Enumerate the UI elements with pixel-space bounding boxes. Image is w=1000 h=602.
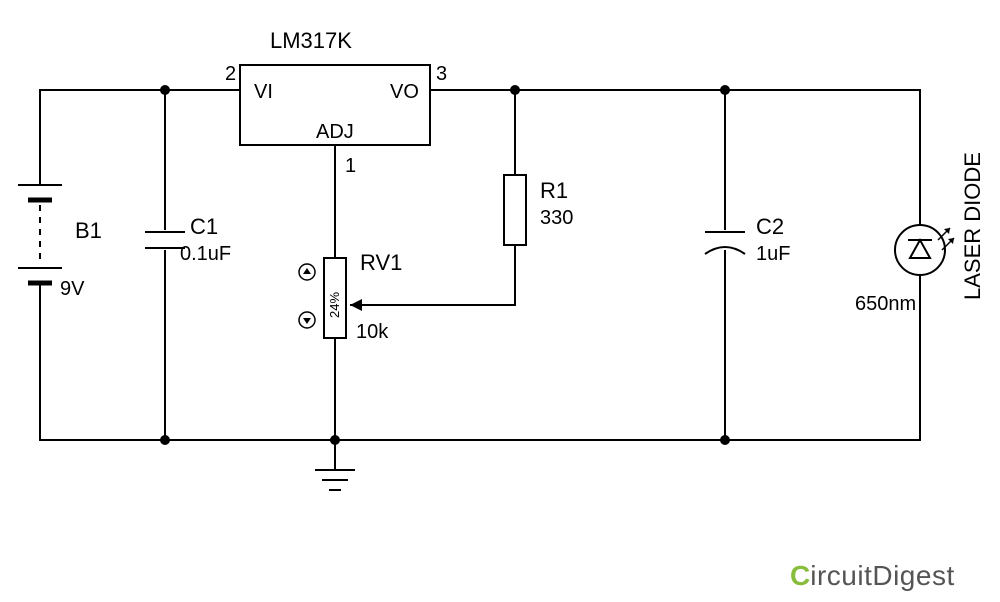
junction-c2-bot bbox=[720, 435, 730, 445]
label-rv1-ref: RV1 bbox=[360, 250, 402, 275]
label-u1-pin2: 2 bbox=[225, 63, 236, 85]
label-c2-val: 1uF bbox=[756, 243, 790, 265]
junction-r1-top bbox=[510, 85, 520, 95]
junction-c1-top bbox=[160, 85, 170, 95]
label-c2-ref: C2 bbox=[756, 214, 784, 239]
label-u1-ref: LM317K bbox=[270, 28, 352, 53]
label-r1-val: 330 bbox=[540, 207, 573, 229]
junction-c2-top bbox=[720, 85, 730, 95]
label-u1-pin1: 1 bbox=[345, 155, 356, 177]
label-ld-ref: LASER DIODE bbox=[960, 152, 985, 300]
label-u1-vo: VO bbox=[390, 81, 419, 103]
logo-circuitdigest: CircuitDigest bbox=[790, 560, 955, 591]
label-r1-ref: R1 bbox=[540, 178, 568, 203]
label-rv1-pct: 24% bbox=[327, 292, 342, 318]
wire-top-left bbox=[40, 90, 240, 170]
label-ld-val: 650nm bbox=[855, 293, 916, 315]
component-ground bbox=[315, 470, 355, 490]
component-cap-c1 bbox=[145, 232, 185, 248]
label-u1-adj: ADJ bbox=[316, 121, 354, 143]
label-c1-ref: C1 bbox=[190, 214, 218, 239]
label-b1-val: 9V bbox=[60, 278, 85, 300]
pot-wiper-arrow bbox=[350, 299, 362, 311]
component-laser-diode bbox=[895, 225, 954, 275]
label-rv1-val: 10k bbox=[356, 321, 389, 343]
wire-bottom-rail bbox=[40, 275, 920, 440]
label-u1-vi: VI bbox=[254, 81, 273, 103]
component-resistor-r1 bbox=[504, 175, 526, 245]
junction-gnd bbox=[330, 435, 340, 445]
label-u1-pin3: 3 bbox=[436, 63, 447, 85]
label-b1-ref: B1 bbox=[75, 218, 102, 243]
component-battery-b1 bbox=[18, 170, 62, 300]
junction-c1-bot bbox=[160, 435, 170, 445]
label-c1-val: 0.1uF bbox=[180, 243, 231, 265]
